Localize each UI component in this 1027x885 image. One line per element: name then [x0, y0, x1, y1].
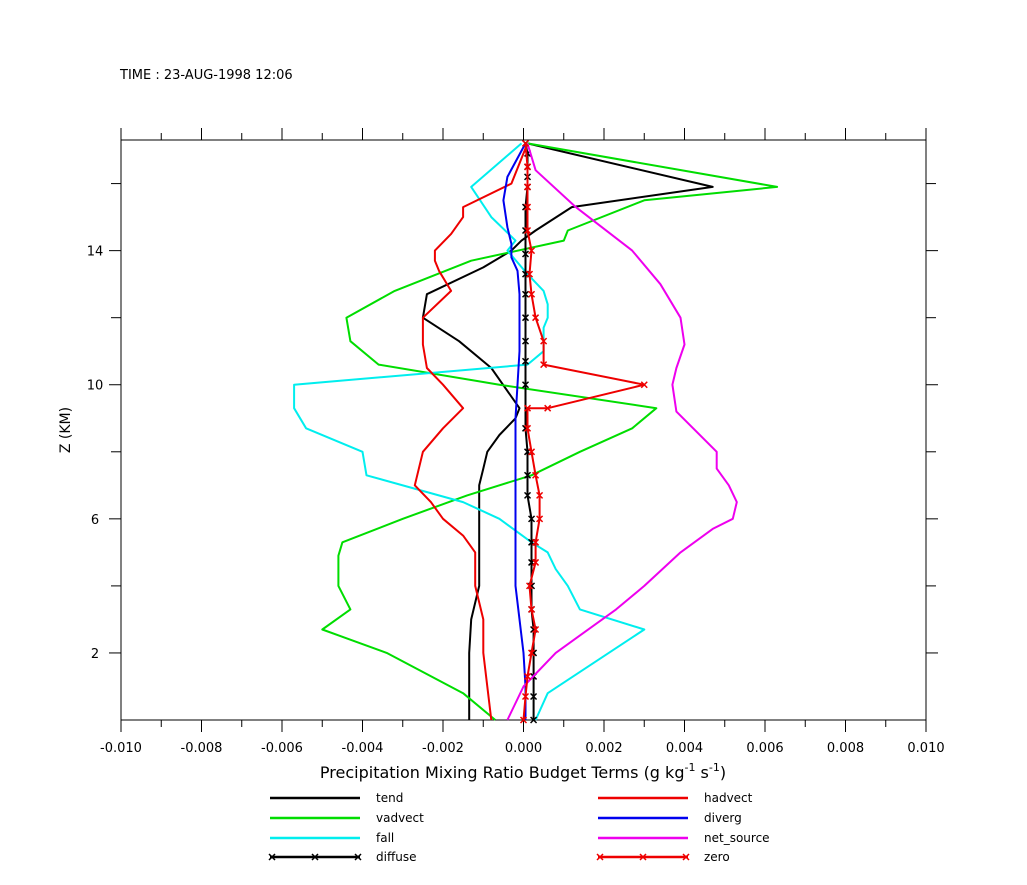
data-point-marker — [521, 314, 530, 322]
data-point-marker — [521, 357, 530, 365]
data-point-marker — [523, 183, 532, 191]
y-tick-label: 10 — [87, 379, 104, 394]
series-diverg — [502, 142, 527, 720]
series-line-hadvect — [413, 143, 529, 721]
data-point-marker — [523, 404, 532, 412]
x-axis-label: Precipitation Mixing Ratio Budget Terms … — [320, 761, 726, 782]
data-point-marker — [523, 226, 532, 235]
series-line-net-source — [506, 143, 738, 721]
series-line-diverg — [502, 142, 527, 720]
data-point-marker — [532, 558, 540, 566]
data-point-marker — [544, 404, 552, 412]
y-tick-label: 6 — [91, 513, 99, 528]
y-axis-label: Z (KM) — [58, 407, 74, 453]
x-tick-label: -0.004 — [342, 741, 384, 756]
y-tick-label: 14 — [87, 245, 104, 260]
data-point-marker — [532, 314, 540, 322]
legend-item-zero: zero — [596, 850, 730, 864]
data-point-marker — [530, 693, 538, 701]
x-tick-label: -0.002 — [422, 741, 464, 756]
data-point-marker — [528, 605, 536, 613]
data-point-marker — [530, 716, 538, 724]
x-tick-labels: -0.010 -0.008 -0.006 -0.004 -0.002 0.000 0.002… — [100, 741, 945, 756]
legend-marker — [682, 853, 690, 861]
data-point-marker — [528, 247, 536, 255]
x-tick-label: 0.008 — [827, 741, 864, 756]
data-point-marker — [521, 290, 530, 298]
legend-marker — [639, 853, 647, 861]
data-point-marker — [640, 381, 648, 389]
y-tick-labels: 2 6 10 14 — [87, 245, 104, 662]
legend-marker — [268, 853, 276, 861]
legend-item-vadvect: vadvect — [270, 811, 424, 825]
data-point-marker — [536, 515, 544, 523]
legend-label: diverg — [704, 811, 742, 825]
x-tick-label: 0.002 — [585, 741, 622, 756]
legend-marker — [311, 853, 319, 861]
data-point-marker — [519, 716, 528, 724]
data-point-marker — [528, 448, 536, 456]
data-point-marker — [532, 538, 540, 546]
x-tick-label: -0.006 — [261, 741, 303, 756]
data-point-marker — [528, 515, 536, 523]
series-line-fall — [293, 142, 646, 721]
legend-label: fall — [376, 831, 394, 845]
series-line-vadvect — [321, 142, 779, 721]
data-point-marker — [523, 471, 532, 479]
legend-item-tend: tend — [270, 791, 403, 805]
data-point-marker — [536, 491, 544, 499]
data-point-marker — [523, 424, 532, 432]
x-tick-label: 0.006 — [746, 741, 783, 756]
legend-label: diffuse — [376, 850, 416, 864]
series-fall — [293, 142, 646, 721]
series-layer — [293, 139, 779, 724]
legend-label: zero — [704, 850, 730, 864]
x-tick-label: -0.010 — [100, 741, 142, 756]
x-tick-label: -0.008 — [181, 741, 223, 756]
series-hadvect — [413, 143, 529, 721]
legend-marker — [354, 853, 362, 861]
legend: tend vadvect fall diffuse hadvect diverg net_s… — [268, 791, 770, 864]
data-point-marker — [521, 337, 530, 345]
data-point-marker — [521, 250, 530, 258]
data-point-marker — [523, 163, 532, 171]
legend-item-diffuse: diffuse — [268, 850, 416, 864]
legend-item-diverg: diverg — [598, 811, 742, 825]
data-point-marker — [521, 139, 530, 147]
legend-item-net-source: net_source — [598, 831, 770, 845]
legend-label: net_source — [704, 831, 770, 845]
x-tick-label: 0.004 — [666, 741, 703, 756]
data-point-marker — [532, 471, 540, 479]
data-point-marker — [523, 203, 532, 211]
time-label: TIME : 23-AUG-1998 12:06 — [119, 68, 293, 83]
data-point-marker — [528, 649, 536, 657]
series-vadvect — [321, 142, 779, 721]
data-point-marker — [523, 672, 532, 680]
legend-marker — [596, 853, 604, 861]
legend-label: vadvect — [376, 811, 424, 825]
data-point-marker — [521, 381, 530, 389]
series-net-source — [506, 143, 738, 721]
x-tick-label: 0.000 — [505, 741, 542, 756]
y-tick-label: 2 — [91, 647, 99, 662]
legend-item-fall: fall — [270, 831, 394, 845]
legend-item-hadvect: hadvect — [598, 791, 753, 805]
data-point-marker — [521, 693, 530, 701]
data-point-marker — [523, 491, 532, 499]
data-point-marker — [540, 337, 548, 345]
data-point-marker — [540, 361, 548, 369]
data-point-marker — [532, 625, 540, 634]
series-line-zero — [522, 143, 646, 721]
series-tend — [421, 142, 714, 720]
data-point-marker — [526, 582, 534, 590]
legend-label: tend — [376, 791, 403, 805]
series-line-tend — [421, 142, 714, 720]
x-tick-label: 0.010 — [907, 741, 944, 756]
legend-label: hadvect — [704, 791, 753, 805]
data-point-marker — [528, 290, 536, 298]
axis-ticks — [109, 128, 938, 732]
data-point-marker — [526, 270, 534, 278]
series-zero — [519, 139, 648, 724]
